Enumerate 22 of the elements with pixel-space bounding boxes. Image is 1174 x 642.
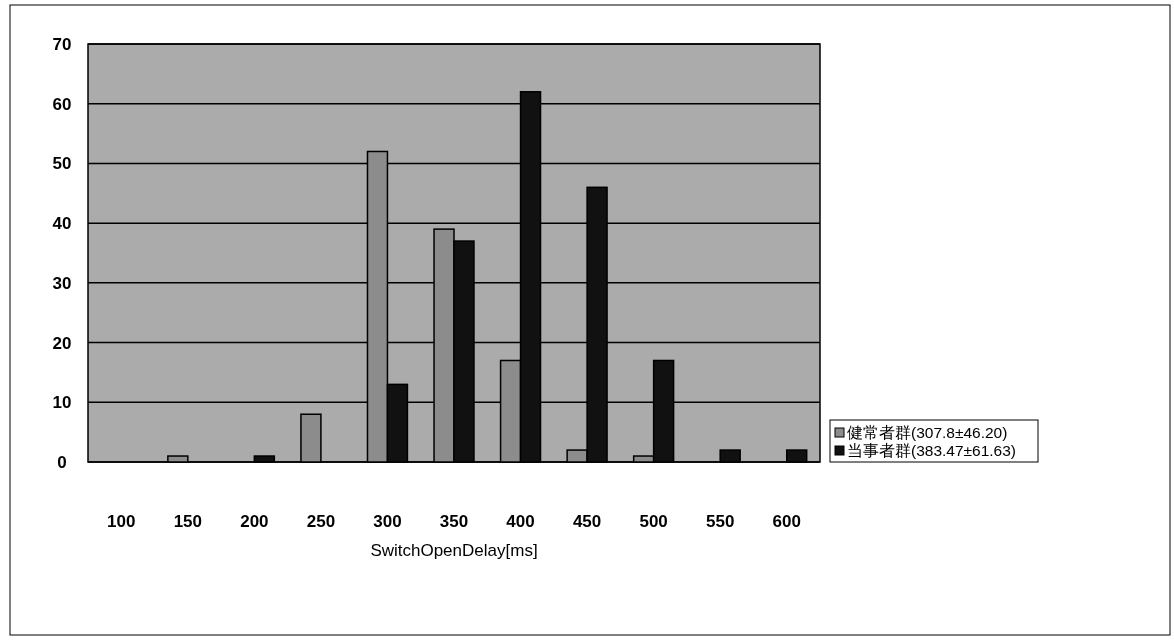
x-tick-label: 100 [107, 512, 136, 531]
y-tick-label: 10 [52, 393, 72, 413]
legend-label: 当事者群(383.47±61.63) [847, 442, 1017, 459]
y-tick-label: 60 [52, 94, 72, 114]
x-tick-label: 150 [173, 512, 203, 531]
x-tick-label: 200 [240, 512, 269, 531]
y-tick-label: 50 [52, 154, 72, 174]
x-tick-label: 500 [639, 512, 668, 531]
y-tick-label: 40 [52, 214, 72, 234]
x-tick-label: 350 [439, 512, 469, 531]
y-tick-label: 70 [52, 35, 72, 54]
y-tick-label: 0 [57, 453, 67, 472]
x-tick-label: 550 [705, 512, 735, 531]
x-axis-title: SwitchOpenDelay[ms] [370, 541, 538, 560]
legend-label: 健常者群(307.8±46.20) [847, 424, 1008, 441]
y-tick-label: 30 [52, 273, 72, 293]
x-tick-label: 250 [306, 512, 336, 531]
y-tick-label: 20 [52, 333, 72, 353]
x-tick-label: 450 [572, 512, 602, 531]
x-tick-label: 400 [506, 512, 535, 531]
x-tick-label: 300 [373, 512, 402, 531]
x-tick-label: 600 [772, 512, 801, 531]
